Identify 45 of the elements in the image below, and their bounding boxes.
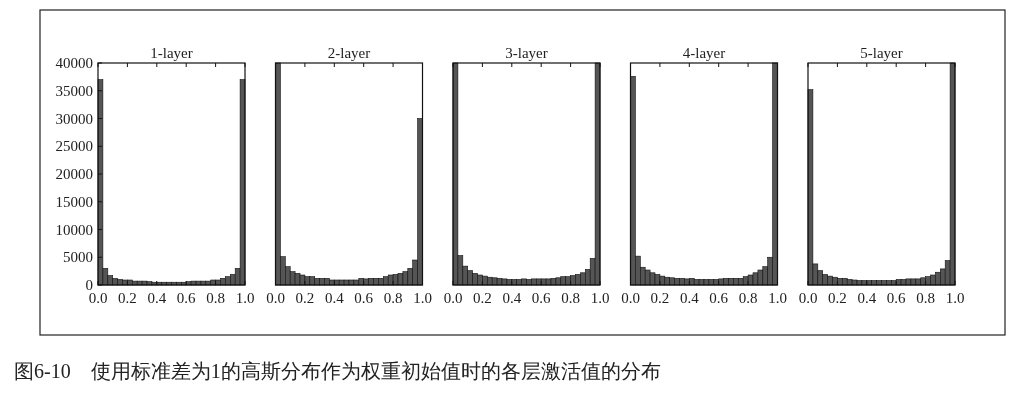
- y-tick-label: 15000: [55, 193, 93, 210]
- x-tick-label: 0.6: [709, 290, 729, 306]
- caption: 图6-10 使用标准差为1的高斯分布作为权重初始值时的各层激活值的分布: [14, 360, 661, 382]
- x-tick-label: 0.2: [828, 290, 847, 306]
- y-tick-label: 5000: [63, 249, 93, 266]
- x-tick-label: 0.8: [383, 290, 403, 306]
- chart-title: 1-layer: [150, 45, 193, 61]
- x-tick-label: 1.0: [590, 290, 610, 306]
- chart-title: 5-layer: [860, 45, 903, 61]
- y-tick-label: 0: [85, 277, 93, 293]
- chart-title: 4-layer: [682, 45, 726, 61]
- x-tick-label: 0.2: [118, 290, 137, 306]
- y-tick-label: 25000: [55, 138, 93, 155]
- y-tick-label: 10000: [55, 221, 93, 238]
- x-tick-label: 1.0: [413, 290, 432, 306]
- x-tick-label: 0.6: [354, 290, 374, 306]
- x-tick-label: 0.6: [176, 290, 197, 306]
- chart-title: 2-layer: [327, 45, 371, 61]
- x-tick-label: 0.4: [857, 290, 877, 306]
- x-tick-label: 0.4: [679, 290, 700, 306]
- x-tick-label: 1.0: [235, 290, 255, 306]
- x-tick-label: 0.4: [324, 290, 345, 306]
- x-tick-label: 0.0: [266, 290, 285, 306]
- y-tick-label: 35000: [55, 82, 93, 99]
- x-tick-label: 1.0: [768, 290, 787, 306]
- x-tick-label: 0.6: [886, 290, 907, 306]
- x-tick-label: 0.0: [621, 290, 640, 306]
- x-tick-label: 0.4: [502, 290, 522, 306]
- x-tick-label: 0.0: [88, 290, 108, 306]
- x-tick-label: 0.6: [531, 290, 552, 306]
- x-tick-label: 0.8: [916, 290, 935, 306]
- y-tick-label: 20000: [55, 166, 93, 182]
- x-tick-label: 0.8: [561, 290, 580, 306]
- x-tick-label: 0.0: [798, 290, 818, 306]
- y-tick-label: 40000: [55, 55, 93, 71]
- x-tick-label: 0.0: [443, 290, 463, 306]
- x-tick-label: 0.2: [650, 290, 670, 306]
- x-tick-label: 0.4: [147, 290, 167, 306]
- x-tick-label: 0.2: [295, 290, 315, 306]
- y-tick-label: 30000: [55, 110, 93, 127]
- x-tick-label: 1.0: [945, 290, 965, 306]
- x-tick-label: 0.8: [738, 290, 758, 306]
- x-tick-label: 0.2: [473, 290, 492, 306]
- x-tick-label: 0.8: [206, 290, 225, 306]
- chart-title: 3-layer: [505, 45, 548, 61]
